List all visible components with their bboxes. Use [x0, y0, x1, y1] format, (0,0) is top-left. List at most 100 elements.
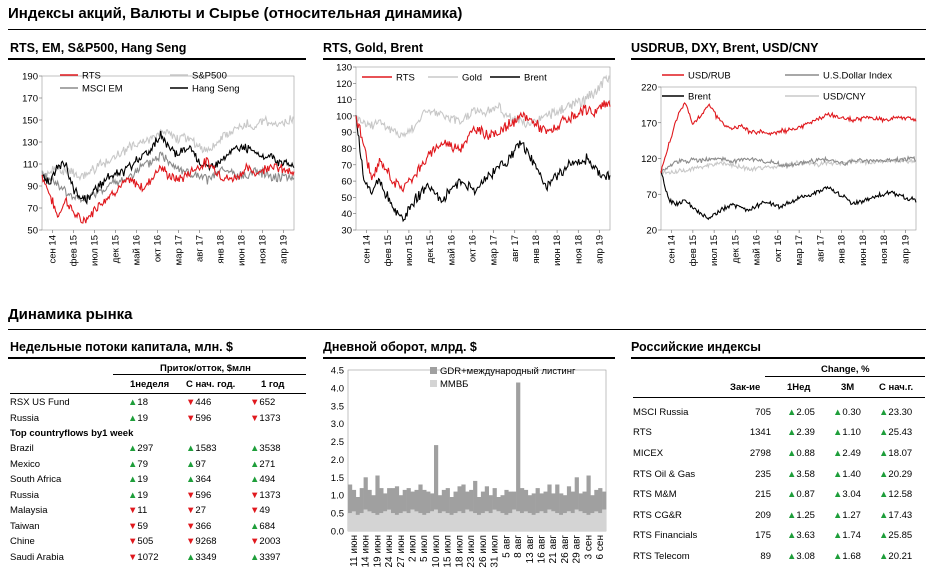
bar-gdr — [602, 491, 607, 510]
flow-value: 11 — [137, 505, 148, 517]
flow-value: 19 — [137, 474, 148, 486]
x-tick-label: 26 авг — [560, 535, 571, 564]
bar-gdr — [394, 486, 400, 515]
x-tick-label: сен 14 — [362, 235, 373, 264]
y-tick-label: 0.0 — [331, 527, 344, 538]
countries-list: Brazil ▲297 ▲1583 ▲3538 Mexico ▲79 ▲97 ▲271 Sout… — [10, 441, 306, 565]
bar-mmvb — [523, 511, 529, 531]
flow-value: 1373 — [259, 412, 281, 424]
index-change-value: 18.07 — [888, 447, 913, 459]
x-tick-label: 14 июн — [361, 535, 372, 568]
flow-value: 684 — [259, 520, 276, 532]
flows-country: Brazil — [10, 443, 34, 455]
arrow-up-icon: ▲ — [250, 551, 260, 563]
series-line-rts — [41, 157, 295, 224]
bar-gdr — [504, 489, 509, 515]
flows-row: South Africa ▲19 ▲364 ▲494 — [10, 472, 306, 488]
bar-gdr — [355, 497, 360, 515]
flow-value: 79 — [137, 458, 148, 470]
x-tick-label: мар 17 — [174, 235, 185, 265]
index-change-value: 1.74 — [842, 530, 861, 542]
arrow-up-icon: ▲ — [787, 447, 797, 459]
index-row: MSCI Russia 705 ▲2.05 ▲0.30 ▲23.30 — [633, 402, 925, 423]
bar-gdr — [484, 486, 489, 512]
legend-label: RTS — [396, 73, 415, 84]
bar-mmvb — [348, 513, 353, 531]
bar-mmvb — [418, 513, 423, 531]
index-name: MICEX — [633, 447, 664, 459]
index-name: RTS Oil & Gas — [633, 468, 696, 480]
bar-gdr — [434, 445, 439, 510]
flow-value: 3349 — [195, 551, 217, 563]
arrow-down-icon: ▼ — [186, 505, 196, 517]
bar-gdr — [570, 491, 575, 514]
indices-col-3m: 3М — [841, 382, 855, 393]
arrow-up-icon: ▲ — [250, 474, 260, 486]
index-change-value: 2.39 — [796, 427, 815, 439]
bar-mmvb — [594, 511, 599, 531]
page-title: Индексы акций, Валюты и Сырье (относител… — [8, 5, 463, 22]
y-tick-label: 170 — [641, 118, 657, 129]
x-tick-label: май 16 — [752, 235, 763, 265]
x-tick-label: 16 авг — [537, 535, 548, 564]
x-tick-label: окт 16 — [467, 235, 478, 262]
flow-value: 3397 — [259, 551, 281, 563]
y-tick-label: 1.5 — [331, 473, 344, 484]
indices-change-header: Change, % — [821, 364, 870, 375]
bar-gdr — [535, 488, 540, 514]
arrow-up-icon: ▲ — [879, 427, 889, 439]
index-row: RTS M&M 215 ▲0.87 ▲3.04 ▲12.58 — [633, 484, 925, 505]
y-tick-label: 170 — [22, 94, 38, 105]
y-tick-label: 3.5 — [331, 401, 344, 412]
bar-gdr — [496, 497, 501, 512]
bar-mmvb — [582, 513, 587, 531]
bar-mmvb — [453, 513, 458, 531]
bar-gdr — [555, 484, 560, 514]
y-tick-label: 50 — [341, 193, 352, 204]
bar-mmvb — [520, 513, 525, 531]
flow-value: 2003 — [259, 536, 281, 548]
x-tick-label: 5 июл — [419, 535, 430, 562]
x-tick-label: ноя 18 — [258, 235, 269, 264]
arrow-up-icon: ▲ — [833, 406, 843, 418]
index-close: 89 — [760, 550, 771, 562]
bar-gdr — [473, 480, 478, 514]
arrow-up-icon: ▲ — [128, 443, 138, 455]
bar-mmvb — [355, 514, 360, 531]
bar-mmvb — [406, 513, 411, 531]
x-tick-label: июл 15 — [404, 235, 415, 266]
bar-mmvb — [410, 509, 415, 531]
x-tick-label: дек 15 — [425, 235, 436, 263]
x-tick-label: янв 18 — [531, 235, 542, 264]
indices-table: Change, % Зак-ие 1Нед 3М С нач.г. MSCI R… — [633, 360, 925, 567]
x-tick-label: 19 июн — [372, 535, 383, 568]
bar-mmvb — [570, 513, 575, 531]
flows-country: RSX US Fund — [10, 397, 70, 409]
legend-label: Brent — [688, 92, 711, 103]
y-tick-label: 70 — [341, 160, 352, 171]
y-tick-label: 50 — [27, 226, 38, 237]
x-tick-label: 5 авг — [501, 535, 512, 558]
x-tick-label: сен 14 — [48, 235, 59, 264]
bar-mmvb — [488, 513, 493, 531]
y-tick-label: 4.5 — [331, 366, 344, 377]
y-tick-label: 80 — [341, 144, 352, 155]
x-tick-label: ноя 18 — [879, 235, 890, 264]
bar-gdr — [430, 493, 435, 512]
arrow-up-icon: ▲ — [833, 468, 843, 480]
bar-mmvb — [473, 513, 478, 531]
index-close: 705 — [755, 406, 771, 418]
index-name: MSCI Russia — [633, 406, 689, 418]
x-tick-label: сен 14 — [667, 235, 678, 264]
bar-gdr — [457, 486, 462, 512]
chart-usdrub-dxy-brent-usdcny: 20 70 120 170 220 сен 14 фев 15 июл 15 дек 15 май… — [641, 71, 917, 266]
index-change-value: 2.05 — [796, 406, 815, 418]
flow-value: 27 — [195, 505, 206, 517]
section-title: Динамика рынка — [8, 306, 133, 323]
bar-gdr — [461, 484, 466, 514]
flows-subheader: Top countryflows by1 week — [10, 428, 134, 439]
bar-mmvb — [391, 513, 396, 531]
bar-mmvb — [480, 513, 486, 531]
y-tick-label: 2.5 — [331, 437, 344, 448]
bar-gdr — [543, 491, 548, 514]
